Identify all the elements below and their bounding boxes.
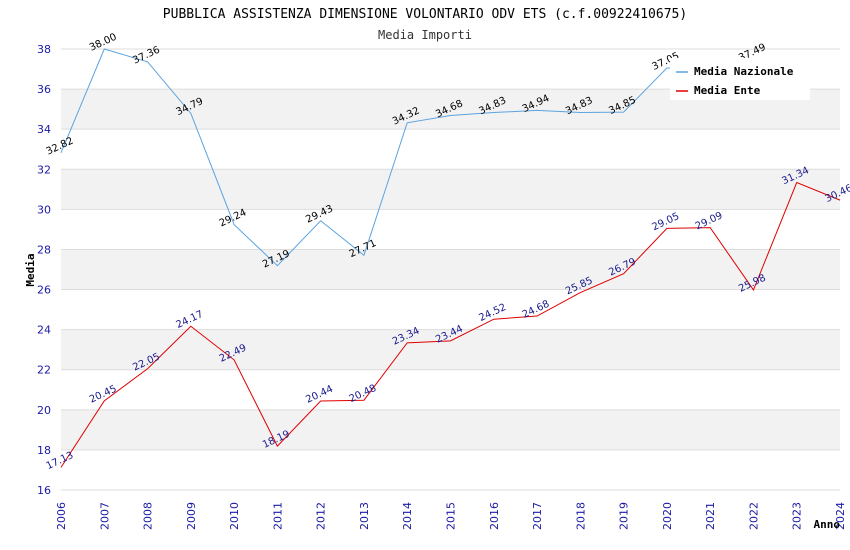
x-tick-label: 2009 — [185, 502, 198, 530]
y-tick-label: 32 — [37, 163, 51, 176]
data-label: 32.82 — [45, 136, 76, 158]
y-tick-label: 24 — [37, 324, 51, 337]
x-tick-label: 2020 — [661, 502, 674, 530]
y-tick-label: 20 — [37, 404, 51, 417]
x-axis-title: Anno — [814, 518, 841, 531]
chart-subtitle: Media Importi — [378, 28, 472, 42]
y-tick-label: 18 — [37, 444, 51, 457]
y-tick-label: 22 — [37, 364, 51, 377]
x-tick-label: 2010 — [228, 502, 241, 530]
legend-label-media-nazionale: Media Nazionale — [694, 65, 794, 78]
x-tick-label: 2021 — [704, 502, 717, 530]
grid-bands — [61, 89, 840, 450]
y-tick-label: 34 — [37, 123, 51, 136]
y-axis-title: Media — [24, 253, 37, 286]
y-tick-label: 28 — [37, 243, 51, 256]
y-tick-label: 16 — [37, 484, 51, 497]
x-axis-ticks: 2006 2007 2008 2009 2010 2011 2012 2013 2014 2015… — [55, 502, 847, 530]
series-line-media-nazionale — [60, 48, 754, 267]
x-tick-label: 2006 — [55, 502, 68, 530]
grid-band — [61, 169, 840, 210]
x-tick-label: 2024 — [834, 502, 847, 530]
grid-band — [61, 409, 840, 450]
x-tick-label: 2015 — [445, 502, 458, 530]
gridlines — [61, 48, 840, 491]
x-tick-label: 2023 — [791, 502, 804, 530]
legend: Media Nazionale Media Ente — [670, 58, 810, 100]
y-tick-label: 26 — [37, 284, 51, 297]
y-tick-label: 30 — [37, 203, 51, 216]
data-label: 20.48 — [348, 383, 379, 405]
data-label: 29.24 — [218, 207, 249, 229]
grid-band — [61, 249, 840, 290]
legend-box — [670, 58, 810, 100]
data-label: 29.09 — [694, 210, 725, 232]
x-tick-label: 2016 — [488, 502, 501, 530]
x-tick-label: 2014 — [401, 502, 414, 530]
series-line-media-ente — [60, 181, 841, 468]
x-tick-label: 2012 — [315, 502, 328, 530]
chart-title: PUBBLICA ASSISTENZA DIMENSIONE VOLONTARI… — [163, 7, 687, 22]
x-tick-label: 2017 — [531, 502, 544, 530]
data-label: 24.68 — [521, 299, 552, 321]
y-tick-label: 38 — [37, 43, 51, 56]
y-tick-label: 36 — [37, 83, 51, 96]
x-tick-label: 2007 — [98, 502, 111, 530]
grid-band — [61, 329, 840, 370]
x-tick-label: 2019 — [618, 502, 631, 530]
data-label: 24.52 — [477, 302, 508, 324]
series-lines — [60, 48, 841, 468]
x-tick-label: 2013 — [358, 502, 371, 530]
legend-label-media-ente: Media Ente — [694, 84, 761, 97]
y-axis-ticks: 16 18 20 22 24 26 28 30 32 34 36 38 — [37, 43, 51, 497]
data-label: 37.36 — [131, 45, 162, 67]
x-tick-label: 2022 — [747, 502, 760, 530]
x-tick-label: 2018 — [574, 502, 587, 530]
x-tick-label: 2011 — [271, 502, 284, 530]
x-tick-label: 2008 — [142, 502, 155, 530]
